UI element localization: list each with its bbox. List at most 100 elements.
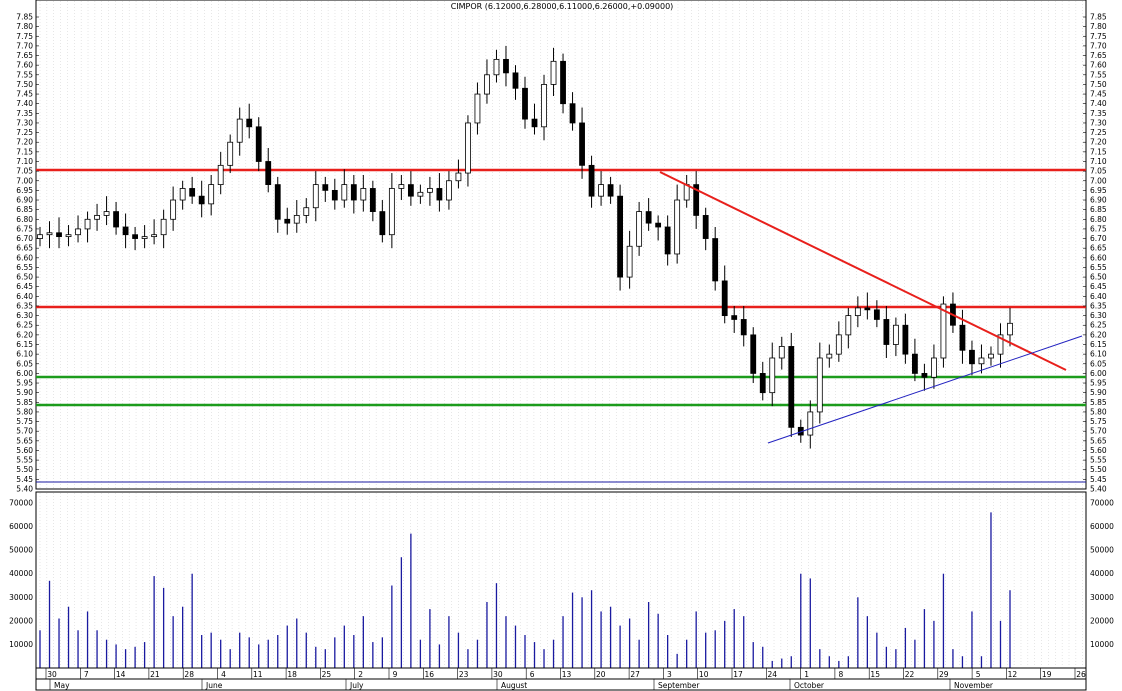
x-day-label: 22	[905, 670, 915, 679]
y-tick-label: 6.10	[1090, 350, 1107, 359]
candle-body	[531, 118, 538, 128]
candle-body	[969, 349, 975, 365]
x-day-label: 27	[630, 670, 640, 679]
candle-body	[427, 188, 433, 193]
y-tick-label: 7.25	[1090, 128, 1107, 137]
y-tick-label: 5.55	[1090, 456, 1107, 465]
candle-body	[417, 191, 424, 197]
y-tick-label: 6.80	[16, 215, 33, 224]
candle-body	[227, 141, 234, 166]
y-tick-label: 7.00	[16, 176, 33, 185]
x-day-label: 7	[84, 670, 89, 679]
candle-body	[265, 161, 272, 186]
candle-body	[541, 84, 547, 128]
candle-body	[198, 195, 205, 205]
candle-body	[921, 373, 928, 378]
y-tick-label: 6.05	[16, 359, 33, 368]
uptrend-line	[767, 335, 1083, 444]
y-tick-label: 7.70	[16, 41, 33, 50]
y-tick-label: 6.15	[1090, 340, 1107, 349]
candle-body	[598, 184, 604, 197]
y-tick-label: 7.35	[16, 109, 33, 118]
y-tick-label: 7.75	[16, 32, 33, 41]
volume-tick-label: 10000	[1090, 640, 1114, 649]
y-tick-label: 5.70	[16, 427, 33, 436]
x-day-label: 6	[530, 670, 535, 679]
y-tick-label: 6.10	[16, 350, 33, 359]
x-day-label: 15	[870, 670, 880, 679]
volume-tick-label: 50000	[9, 546, 33, 555]
candle-body	[731, 315, 738, 320]
y-tick-label: 6.55	[1090, 263, 1107, 272]
candle-body	[331, 189, 338, 201]
x-day-label: 30	[493, 670, 503, 679]
candle-body	[550, 60, 557, 85]
y-tick-label: 5.50	[16, 465, 33, 474]
y-tick-label: 7.20	[1090, 138, 1107, 147]
y-axis-left: 5.405.455.505.555.605.655.705.755.805.85…	[16, 13, 39, 494]
candle-body	[493, 58, 500, 76]
candle-body	[569, 103, 576, 124]
x-month-label: August	[501, 681, 527, 690]
candle-body	[1007, 322, 1013, 336]
y-tick-label: 5.50	[1090, 465, 1107, 474]
candle-body	[674, 199, 681, 255]
x-day-label: 14	[116, 670, 126, 679]
x-day-label: 10	[699, 670, 709, 679]
candle-body	[864, 307, 871, 311]
candle-body	[664, 226, 671, 255]
candle-body	[37, 234, 43, 239]
y-tick-label: 5.80	[16, 407, 33, 416]
candle-body	[636, 211, 643, 247]
volume-tick-label: 60000	[9, 522, 33, 531]
candle-body	[873, 309, 880, 320]
y-tick-label: 5.65	[1090, 436, 1107, 445]
candle-body	[588, 164, 595, 197]
y-tick-label: 7.70	[1090, 41, 1107, 50]
y-tick-label: 7.45	[16, 90, 33, 99]
candle-body	[151, 234, 158, 238]
y-tick-label: 7.50	[16, 80, 33, 89]
candle-body	[246, 118, 253, 128]
y-tick-label: 6.70	[16, 234, 33, 243]
y-tick-label: 6.20	[1090, 330, 1107, 339]
candle-body	[940, 303, 947, 359]
x-month-label: July	[349, 681, 364, 690]
candle-body	[113, 211, 119, 228]
candle-body	[988, 353, 994, 359]
y-tick-label: 7.10	[16, 157, 33, 166]
x-day-label: 3	[667, 670, 672, 679]
candle-body	[132, 234, 138, 239]
y-tick-label: 6.30	[16, 311, 33, 320]
volume-tick-label: 50000	[1090, 546, 1114, 555]
candle-body	[84, 218, 91, 230]
y-tick-label: 6.65	[16, 244, 33, 253]
candle-body	[854, 307, 861, 317]
candle-body	[379, 211, 386, 236]
x-day-label: 17	[733, 670, 743, 679]
y-tick-label: 5.95	[1090, 379, 1107, 388]
candle-body	[931, 357, 937, 378]
y-tick-label: 5.65	[16, 436, 33, 445]
candle-body	[721, 280, 728, 317]
candle-body	[788, 346, 795, 428]
volume-tick-label: 20000	[9, 616, 33, 625]
downtrend-line	[659, 171, 1067, 371]
y-tick-label: 6.25	[16, 321, 33, 330]
y-tick-label: 7.85	[16, 13, 33, 22]
volume-axis-right: 10000 20000 30000 40000 50000 60000 70000	[1090, 499, 1114, 649]
y-axis-right: 5.405.455.505.555.605.655.705.755.805.85…	[1083, 13, 1107, 494]
y-tick-label: 7.30	[1090, 118, 1107, 127]
candle-body	[436, 188, 443, 201]
y-tick-label: 5.60	[16, 446, 33, 455]
x-day-label: 23	[459, 670, 469, 679]
y-tick-label: 6.05	[1090, 359, 1107, 368]
candle-body	[902, 324, 909, 355]
candle-body	[446, 180, 452, 201]
y-tick-label: 5.70	[1090, 427, 1107, 436]
candle-body	[255, 126, 262, 162]
candle-body	[46, 232, 53, 236]
candle-body	[645, 211, 652, 224]
y-tick-label: 5.45	[16, 475, 33, 484]
